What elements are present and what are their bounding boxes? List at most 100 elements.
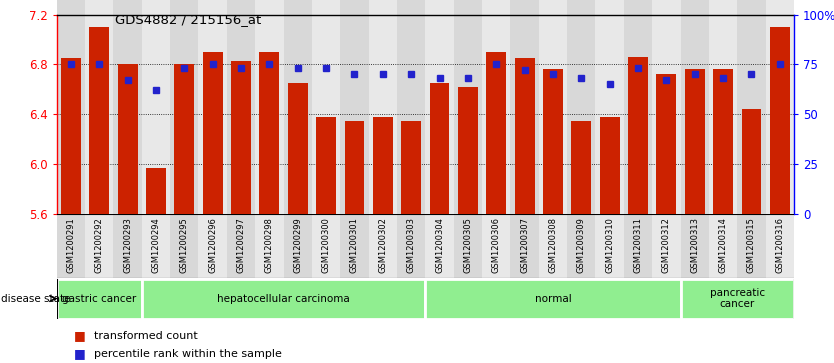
Bar [510,0,539,278]
Bar [373,117,393,214]
Bar [231,61,251,214]
Bar [486,52,506,214]
Text: GSM1200308: GSM1200308 [549,217,557,273]
Bar [203,52,223,214]
Text: GSM1200313: GSM1200313 [691,217,699,273]
Text: GSM1200303: GSM1200303 [407,217,415,273]
Text: GSM1200306: GSM1200306 [492,217,500,273]
Bar [766,0,794,278]
Text: gastric cancer: gastric cancer [62,294,137,303]
Text: GSM1200311: GSM1200311 [634,217,642,273]
Bar [57,278,142,319]
Text: GSM1200300: GSM1200300 [322,217,330,273]
Text: GSM1200295: GSM1200295 [180,217,188,273]
Bar [652,0,681,278]
Text: disease state: disease state [1,294,70,303]
Text: GSM1200309: GSM1200309 [577,217,585,273]
Text: GSM1200314: GSM1200314 [719,217,727,273]
Text: normal: normal [535,294,571,303]
Bar [146,168,166,214]
Bar [170,0,198,278]
Bar [57,0,85,278]
Bar [709,0,737,278]
Bar [340,214,369,278]
Bar [113,0,142,278]
Text: percentile rank within the sample: percentile rank within the sample [94,349,282,359]
Bar [539,214,567,278]
Bar [430,83,450,214]
Bar [85,0,113,278]
Text: GSM1200312: GSM1200312 [662,217,671,273]
Bar [397,214,425,278]
Bar [458,87,478,214]
Text: GDS4882 / 215156_at: GDS4882 / 215156_at [115,13,261,26]
Bar [454,0,482,278]
Text: pancreatic
cancer: pancreatic cancer [710,288,765,309]
Bar [255,214,284,278]
Bar [737,0,766,278]
Bar [340,0,369,278]
Bar [312,0,340,278]
Bar [737,214,766,278]
Bar [170,214,198,278]
Bar [713,69,733,214]
Bar [227,0,255,278]
Bar [539,0,567,278]
Bar [543,69,563,214]
Text: GSM1200304: GSM1200304 [435,217,444,273]
Text: GSM1200305: GSM1200305 [464,217,472,273]
Bar [567,0,595,278]
Text: GSM1200293: GSM1200293 [123,217,132,273]
Bar [624,214,652,278]
Bar [118,65,138,214]
Bar [198,214,227,278]
Bar [510,214,539,278]
Bar [595,214,624,278]
Bar [766,214,794,278]
Bar [369,214,397,278]
Text: hepatocellular carcinoma: hepatocellular carcinoma [217,294,350,303]
Bar [567,214,595,278]
Bar [288,83,308,214]
Bar [482,0,510,278]
Text: GSM1200296: GSM1200296 [208,217,217,273]
Bar [85,214,113,278]
Bar [174,65,194,214]
Text: GSM1200301: GSM1200301 [350,217,359,273]
Text: GSM1200310: GSM1200310 [605,217,614,273]
Text: ■: ■ [73,329,85,342]
Bar [198,0,227,278]
Bar [482,214,510,278]
Bar [656,74,676,214]
Bar [227,214,255,278]
Bar [142,278,425,319]
Bar [344,121,364,214]
Bar [369,0,397,278]
Bar [142,214,170,278]
Bar [515,58,535,214]
Text: GSM1200297: GSM1200297 [237,217,245,273]
Bar [113,214,142,278]
Bar [600,117,620,214]
Bar [61,58,81,214]
Bar [595,0,624,278]
Bar [709,214,737,278]
Text: GSM1200299: GSM1200299 [294,217,302,273]
Text: GSM1200302: GSM1200302 [379,217,387,273]
Bar [741,109,761,214]
Bar [681,278,794,319]
Bar [681,0,709,278]
Text: ■: ■ [73,347,85,360]
Bar [284,0,312,278]
Bar [397,0,425,278]
Bar [312,214,340,278]
Text: GSM1200298: GSM1200298 [265,217,274,273]
Bar [425,0,454,278]
Bar [425,278,681,319]
Bar [284,214,312,278]
Text: GSM1200294: GSM1200294 [152,217,160,273]
Bar [770,27,790,214]
Bar [316,117,336,214]
Bar [57,214,85,278]
Bar [89,27,109,214]
